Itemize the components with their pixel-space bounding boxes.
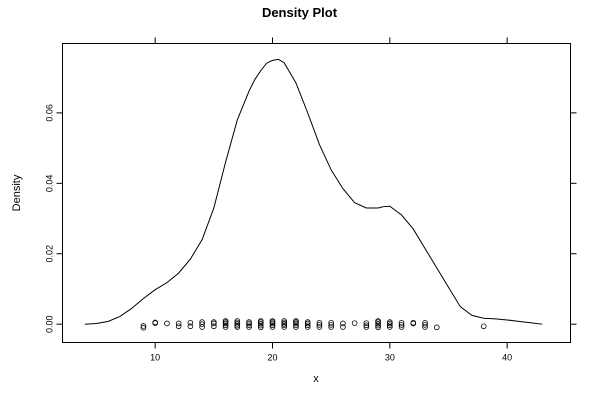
rug-point bbox=[246, 319, 252, 325]
rug-point bbox=[363, 324, 370, 330]
rug-point bbox=[199, 324, 205, 330]
plot-frame bbox=[62, 43, 571, 343]
rug-point bbox=[269, 318, 276, 324]
rug-point bbox=[222, 318, 229, 324]
rug-point bbox=[140, 324, 147, 331]
rug-point bbox=[328, 319, 334, 326]
rug-point bbox=[387, 319, 393, 325]
rug-point bbox=[211, 323, 217, 330]
rug-point bbox=[281, 318, 288, 324]
rug-point bbox=[257, 324, 264, 331]
rug-point bbox=[187, 323, 194, 330]
x-axis-label: x bbox=[313, 373, 319, 385]
axis-ticks bbox=[56, 37, 577, 349]
rug-point bbox=[410, 319, 417, 326]
rug-point bbox=[480, 323, 487, 330]
rug-point bbox=[234, 318, 241, 324]
rug-point bbox=[304, 322, 311, 329]
x-tick-label: 30 bbox=[385, 353, 395, 363]
rug-point bbox=[398, 319, 405, 326]
rug-point bbox=[398, 324, 405, 330]
rug-point bbox=[398, 322, 405, 328]
rug-point bbox=[340, 324, 346, 330]
rug-point bbox=[175, 323, 182, 330]
rug-point bbox=[433, 324, 440, 331]
rug-point bbox=[351, 320, 358, 326]
rug-point bbox=[293, 322, 299, 329]
rug-point bbox=[164, 320, 170, 327]
rug-point bbox=[199, 319, 205, 325]
rug-point bbox=[375, 318, 381, 324]
tick-labels: 10 20 30 40 0.00 0.02 0.04 0.06 bbox=[45, 104, 513, 362]
x-tick-label: 40 bbox=[502, 353, 512, 363]
rug-point bbox=[304, 319, 311, 325]
x-tick-label: 10 bbox=[150, 353, 160, 363]
rug-point bbox=[152, 319, 158, 326]
y-tick-label: 0.04 bbox=[45, 175, 55, 193]
rug-point bbox=[328, 322, 334, 328]
rug-point bbox=[293, 318, 299, 324]
rug-point bbox=[328, 324, 334, 330]
y-tick-label: 0.00 bbox=[45, 315, 55, 333]
rug-point bbox=[422, 324, 428, 330]
y-tick-label: 0.06 bbox=[45, 104, 55, 122]
rug-point bbox=[257, 321, 264, 327]
rug-point bbox=[363, 320, 370, 326]
rug-points bbox=[140, 318, 487, 331]
rug-point bbox=[222, 322, 229, 329]
rug-point bbox=[363, 322, 370, 329]
rug-point bbox=[211, 319, 217, 325]
density-curve bbox=[84, 58, 543, 325]
rug-point bbox=[269, 322, 276, 329]
rug-point bbox=[422, 322, 428, 328]
rug-point bbox=[375, 324, 381, 331]
rug-point bbox=[175, 320, 182, 327]
rug-point bbox=[387, 322, 393, 329]
rug-point bbox=[199, 321, 205, 327]
chart-title: Density Plot bbox=[262, 5, 338, 20]
rug-point bbox=[246, 322, 252, 329]
rug-point bbox=[140, 323, 147, 329]
rug-point bbox=[422, 319, 428, 326]
y-axis-label: Density bbox=[11, 174, 23, 211]
rug-point bbox=[340, 320, 346, 327]
rug-point bbox=[257, 318, 264, 324]
rug-point bbox=[316, 319, 323, 326]
rug-point bbox=[375, 321, 381, 327]
y-tick-label: 0.02 bbox=[45, 245, 55, 263]
rug-point bbox=[187, 319, 194, 326]
rug-point bbox=[316, 322, 323, 328]
rug-point bbox=[316, 324, 323, 330]
x-tick-label: 20 bbox=[267, 353, 277, 363]
